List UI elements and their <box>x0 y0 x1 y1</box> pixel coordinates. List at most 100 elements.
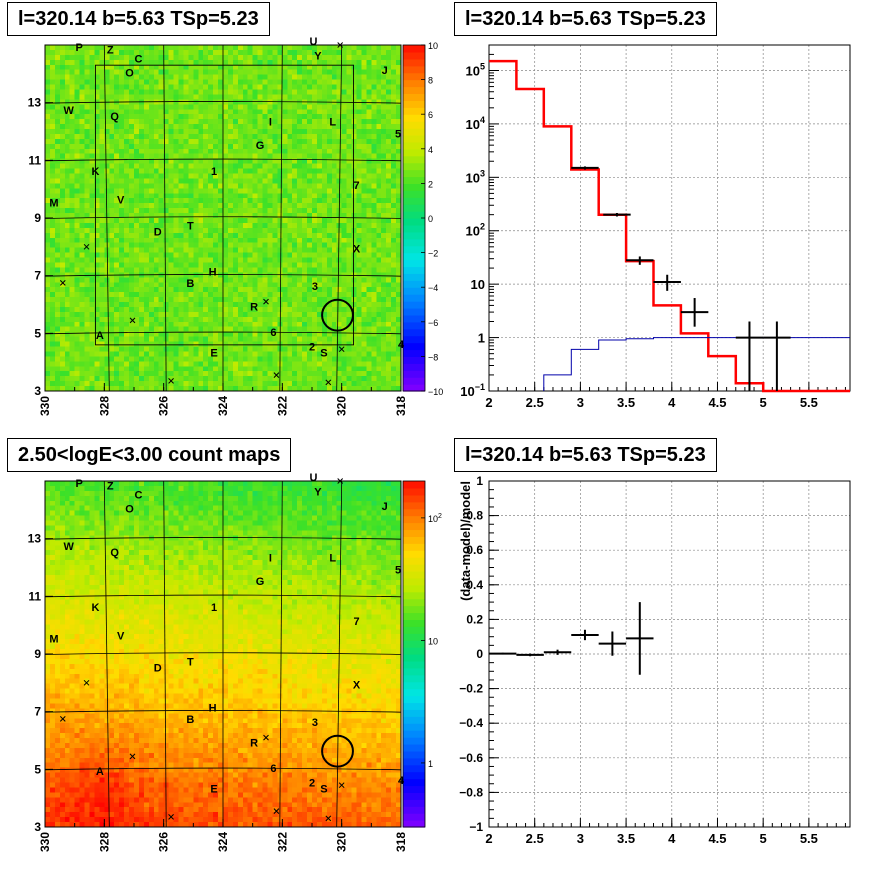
source-label: M <box>49 633 58 645</box>
colorbar-band <box>403 764 425 773</box>
source-label: R <box>250 301 258 313</box>
y-tick-label: −1 <box>469 820 483 834</box>
colorbar-band <box>403 570 425 579</box>
colorbar-band <box>403 771 425 780</box>
y-tick-label: 7 <box>34 705 41 719</box>
grid-meridian <box>279 480 283 828</box>
colorbar-band <box>403 176 425 184</box>
source-label: 6 <box>270 763 276 775</box>
colorbar-band <box>403 314 425 323</box>
colorbar-tick-label: 2 <box>428 179 433 189</box>
source-label: W <box>64 105 75 117</box>
colorbar-band <box>403 806 425 814</box>
x-tick-label: 4 <box>668 395 676 410</box>
colorbar-band <box>403 709 425 717</box>
x-tick-label: 2 <box>485 395 492 410</box>
colorbar-band <box>403 141 425 150</box>
colorbar-band <box>403 813 425 821</box>
y-tick-label: 0 <box>476 647 483 661</box>
source-cross-marker <box>263 298 269 305</box>
source-cross-marker <box>129 317 136 324</box>
y-tick-label: 11 <box>28 153 41 167</box>
source-label: K <box>91 602 99 614</box>
colorbar-band <box>403 349 425 357</box>
colorbar-band <box>403 550 425 558</box>
colorbar-band <box>403 487 425 496</box>
x-tick-label: 3.5 <box>617 831 635 846</box>
colorbar-band <box>403 155 425 164</box>
grid-parallel <box>44 216 402 219</box>
grid-parallel <box>44 274 402 277</box>
colorbar-band <box>403 743 425 752</box>
source-label: 1 <box>211 602 217 614</box>
colorbar-band <box>403 384 425 392</box>
colorbar-band <box>403 162 425 171</box>
colorbar-band <box>403 598 425 607</box>
y-tick-label: 13 <box>28 532 42 546</box>
source-label: J <box>382 65 388 77</box>
y-tick-label: 13 <box>28 96 42 110</box>
x-tick-label: 330 <box>38 832 52 852</box>
x-tick-label: 5.5 <box>800 395 818 410</box>
colorbar-tick-label: −2 <box>428 249 438 259</box>
colorbar-band <box>403 280 425 288</box>
source-label: B <box>186 714 194 726</box>
x-tick-label: 2 <box>485 831 492 846</box>
title-count-map: 2.50<logE<3.00 count maps <box>7 438 292 472</box>
colorbar-band <box>403 577 425 586</box>
colorbar-band <box>403 363 425 371</box>
colorbar-band <box>403 231 425 240</box>
y-tick-label: −0.4 <box>459 716 483 730</box>
colorbar-tick-label: −6 <box>428 318 438 328</box>
colorbar-band <box>403 792 425 800</box>
x-tick-label: 3.5 <box>617 395 635 410</box>
source-label: 6 <box>270 327 276 339</box>
grid-meridian <box>279 44 283 392</box>
source-label: 5 <box>395 564 401 576</box>
colorbar-band <box>403 252 425 261</box>
roi-box <box>94 64 354 346</box>
x-tick-label: 326 <box>157 396 171 416</box>
spectrum-panel: 2 2.5 3 3.5 4 4.5 5 5.5 10−1 1 10 102 103 104 105 <box>460 44 851 410</box>
source-label: X <box>353 680 361 692</box>
source-label: Y <box>314 50 322 62</box>
source-label: 2 <box>309 342 315 354</box>
colorbar-band <box>403 681 425 690</box>
x-tick-label: 322 <box>275 832 289 852</box>
grid-parallel <box>44 101 402 104</box>
source-label: A <box>96 330 104 342</box>
source-label: R <box>250 737 258 749</box>
x-tick-label: 324 <box>216 396 230 416</box>
grid-parallel <box>44 537 402 540</box>
y-tick-label: 0.4 <box>466 578 483 592</box>
colorbar-band <box>403 543 425 551</box>
grid-parallel <box>44 710 402 713</box>
source-cross-marker <box>325 379 332 386</box>
y-tick-label: 3 <box>34 820 41 834</box>
map-grid <box>44 480 402 828</box>
colorbar-tick-label: −10 <box>428 387 443 397</box>
source-cross-marker <box>273 372 280 378</box>
colorbar-band <box>403 529 425 537</box>
source-label: B <box>186 278 194 290</box>
x-tick-label: 320 <box>335 396 349 416</box>
spectrum-grid <box>488 45 850 392</box>
x-tick-label: 322 <box>275 396 289 416</box>
colorbar-band <box>403 245 425 254</box>
y-tick-label: 0.2 <box>466 612 483 626</box>
colorbar-tick-label: 1 <box>428 759 433 769</box>
colorbar-band <box>403 238 425 247</box>
colorbar-band <box>403 633 425 641</box>
y-tick-label: 9 <box>34 647 41 661</box>
colorbar-tick-label: 6 <box>428 110 433 120</box>
target-circle <box>321 298 354 332</box>
model-background-step <box>543 337 850 391</box>
x-tick-label: 2.5 <box>526 831 544 846</box>
source-label: S <box>320 783 327 795</box>
source-label: H <box>209 703 217 715</box>
y-tick-label: 10−1 <box>460 382 485 399</box>
colorbar-band <box>403 51 425 60</box>
x-tick-label: 326 <box>157 832 171 852</box>
colorbar-band <box>403 86 425 95</box>
